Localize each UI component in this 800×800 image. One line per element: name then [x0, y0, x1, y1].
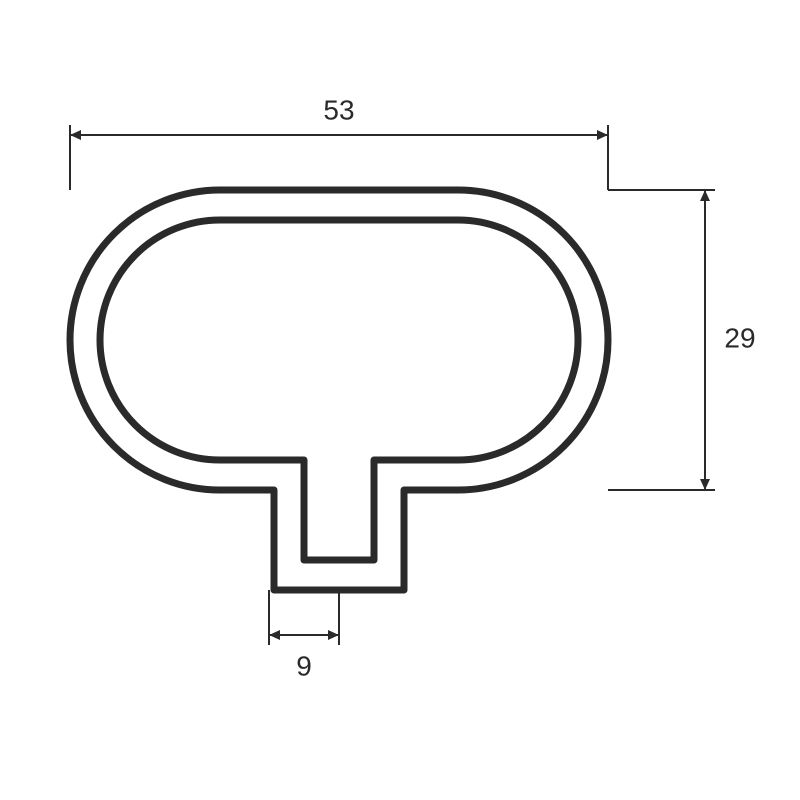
dimension-tab-value: 9 — [296, 650, 312, 681]
dimension-width: 53 — [70, 94, 608, 190]
part-outline — [70, 190, 608, 590]
dimension-width-value: 53 — [323, 94, 354, 125]
dimension-height: 29 — [608, 190, 756, 490]
dimension-height-value: 29 — [724, 322, 755, 353]
dimension-tab: 9 — [269, 590, 339, 681]
